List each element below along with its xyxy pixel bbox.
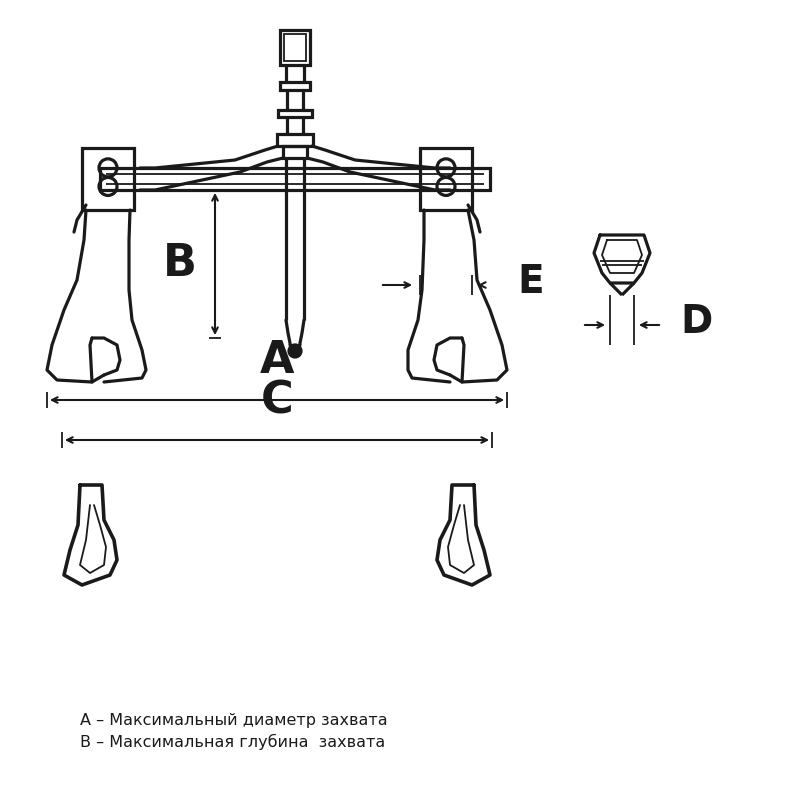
Bar (284, 34, 306, 61)
Text: B – Максимальная глубина  захвата: B – Максимальная глубина захвата (80, 734, 386, 750)
Bar (82, 148, 134, 210)
Bar (420, 148, 472, 210)
Text: C: C (261, 379, 294, 422)
Bar (280, 30, 310, 65)
Text: E: E (517, 263, 544, 301)
Text: A – Максимальный диаметр захвата: A – Максимальный диаметр захвата (80, 713, 388, 727)
Text: B: B (163, 242, 197, 286)
Bar (277, 134, 313, 146)
Text: A: A (260, 339, 294, 382)
Bar (100, 168, 490, 190)
Circle shape (289, 345, 301, 357)
Text: D: D (681, 303, 713, 341)
Bar (283, 146, 307, 158)
Bar (278, 110, 312, 117)
Bar (280, 82, 310, 90)
